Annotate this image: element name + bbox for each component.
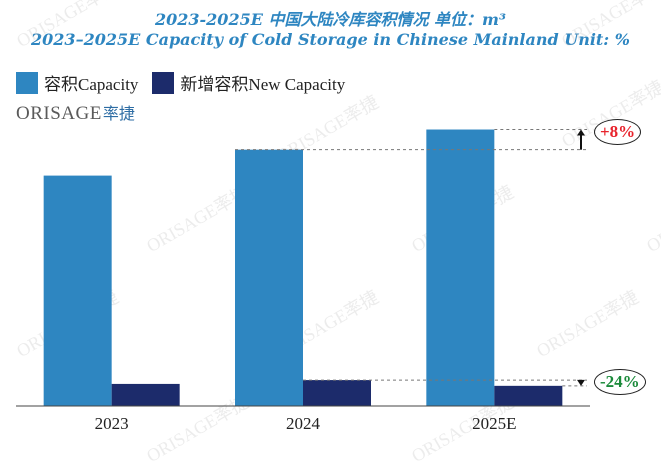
chart-title-en: 2023–2025E Capacity of Cold Storage in C… [31, 30, 630, 49]
annotation-arrow-head-new-capacity [577, 379, 585, 386]
growth-badge-capacity: +8% [594, 119, 642, 145]
legend-swatch-capacity [16, 71, 38, 94]
bar-capacity-2024 [235, 149, 303, 406]
legend-label-capacity: 容积Capacity [44, 75, 139, 94]
brand-logo: ORISAGE 率捷 [16, 100, 135, 125]
bar-chart: 2023 2024 2025E [16, 129, 590, 433]
logo-text: ORISAGE [16, 103, 102, 124]
legend-item-new-capacity: 新增容积New Capacity [152, 70, 345, 95]
bar-new-capacity-2025e [494, 385, 563, 406]
growth-badge-new-capacity: -24% [594, 369, 646, 395]
legend-item-capacity: 容积Capacity [16, 70, 138, 95]
legend: 容积Capacity 新增容积New Capacity [16, 70, 359, 95]
bar-new-capacity-2023 [111, 383, 180, 406]
bar-capacity-2025e [426, 129, 495, 406]
bar-capacity-2023 [43, 175, 112, 406]
x-tick-label: 2025E [472, 414, 516, 433]
annotation-arrow-head-capacity [577, 129, 585, 136]
logo-text-cn: 率捷 [102, 104, 135, 123]
legend-swatch-new-capacity [152, 71, 175, 94]
x-tick-label: 2023 [95, 414, 129, 433]
x-tick-label: 2024 [286, 414, 321, 433]
bar-new-capacity-2024 [303, 380, 371, 406]
chart-title-cn: 2023-2025E 中国大陆冷库容积情况 单位：m³ [155, 10, 506, 29]
legend-label-new-capacity: 新增容积New Capacity [180, 75, 346, 94]
